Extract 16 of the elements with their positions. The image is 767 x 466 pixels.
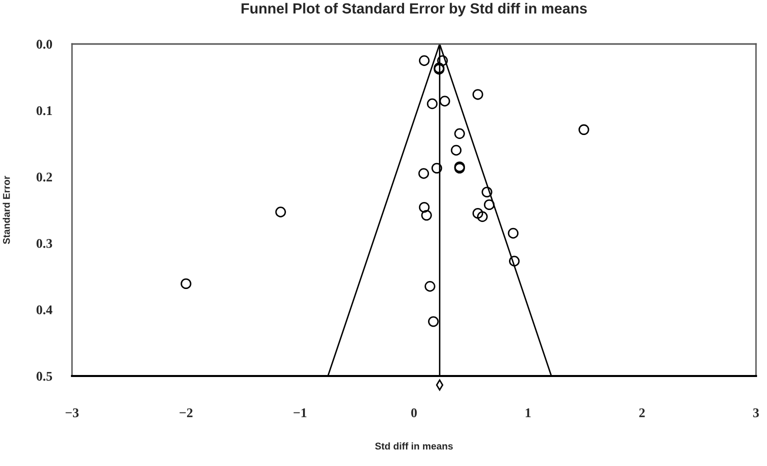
y-tick-label: 0.0 [36, 40, 52, 49]
x-tick-label: −3 [66, 408, 79, 418]
y-axis-title: Standard Error [2, 176, 10, 244]
x-tick-label: 3 [753, 408, 759, 418]
x-tick-label: 1 [526, 408, 531, 418]
chart-title: Funnel Plot of Standard Error by Std diff in means [242, 2, 587, 16]
y-tick-label: 0.4 [36, 305, 52, 314]
y-tick-label: 0.2 [36, 172, 52, 182]
x-tick-label: 0 [411, 408, 417, 418]
y-tick-label: 0.3 [36, 239, 52, 248]
x-tick-label: 2 [639, 408, 645, 418]
x-axis-title: Std diff in means [375, 442, 453, 450]
y-tick-label: 0.5 [36, 372, 52, 381]
y-tick-label: 0.1 [36, 106, 52, 116]
x-tick-label: −2 [180, 408, 192, 418]
x-tick-label: −1 [294, 408, 306, 418]
